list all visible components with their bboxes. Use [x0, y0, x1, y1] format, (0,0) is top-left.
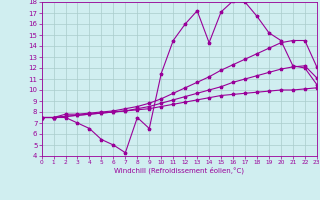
X-axis label: Windchill (Refroidissement éolien,°C): Windchill (Refroidissement éolien,°C): [114, 167, 244, 174]
